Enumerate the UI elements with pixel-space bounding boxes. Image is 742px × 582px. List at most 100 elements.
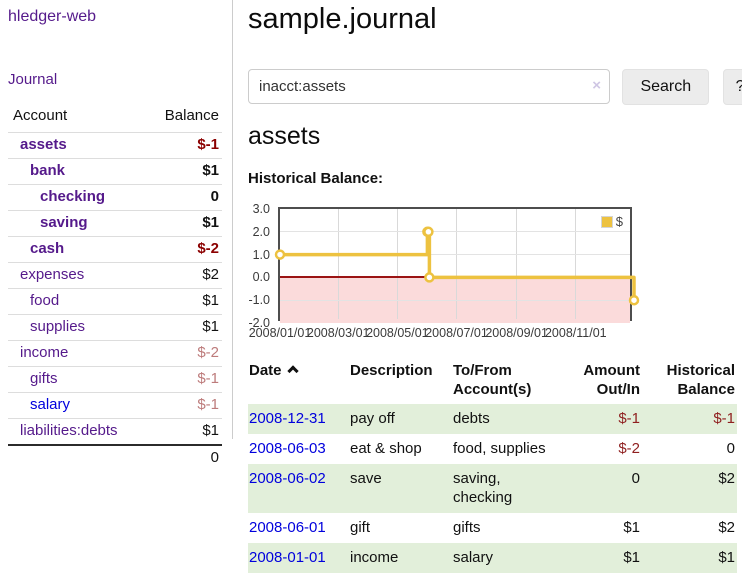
date-cell: 2008-06-02 (248, 464, 345, 513)
transaction-date-link[interactable]: 2008-06-02 (249, 470, 326, 487)
account-balance: 0 (148, 184, 222, 211)
y-axis-tick-label: -1.0 (248, 293, 270, 308)
vertical-gridline (575, 209, 577, 319)
account-link-checking[interactable]: checking (40, 188, 106, 205)
accounts-column-header: To/From Account(s) (453, 362, 532, 398)
vertical-gridline (516, 209, 518, 319)
clear-search-icon[interactable]: × (592, 77, 601, 94)
transaction-date-link[interactable]: 2008-06-03 (249, 440, 326, 457)
sidebar: hledger-web Journal Account Balance asse… (0, 0, 233, 471)
balance-line-series (274, 226, 640, 306)
account-balance: $-2 (148, 236, 222, 263)
account-link-cash[interactable]: cash (30, 240, 65, 257)
account-cell: assets (8, 132, 149, 159)
transaction-date-link[interactable]: 2008-06-01 (249, 519, 326, 536)
account-cell: supplies (8, 314, 149, 341)
horizontal-gridline (280, 231, 630, 233)
accounts-cell: food, supplies (453, 440, 546, 457)
accounts-table-header-row: Account Balance (8, 100, 222, 133)
vertical-gridline (337, 209, 339, 319)
account-row: cash $-2 (8, 236, 222, 263)
accounts-cell: debts (453, 410, 490, 427)
amount-cell: $-2 (618, 440, 640, 457)
account-link-expenses[interactable]: expenses (20, 266, 85, 283)
description-column-header: Description (350, 362, 433, 379)
x-axis-tick-label: 2008/07/01 (425, 326, 488, 340)
accounts-cell: gifts (453, 519, 481, 536)
help-button[interactable]: ? (722, 69, 742, 105)
account-link-salary[interactable]: salary (30, 396, 71, 413)
accounts-cell: saving, checking (453, 470, 513, 506)
transaction-date-link[interactable]: 2008-12-31 (249, 410, 326, 427)
account-row: food $1 (8, 288, 222, 315)
data-point (628, 294, 640, 306)
account-balance: $-2 (148, 340, 222, 367)
total-spacer (8, 444, 149, 471)
accounts-table: Account Balance assets $-1 bank $1 checking 0… (8, 100, 222, 471)
account-row: gifts $-1 (8, 366, 222, 393)
total-balance: 0 (148, 444, 222, 471)
x-axis-tick-label: 2008/09/01 (485, 326, 548, 340)
account-balance: $1 (148, 210, 222, 237)
account-row: income $-2 (8, 340, 222, 367)
description-cell: eat & shop (350, 440, 422, 457)
balance-cell: $1 (718, 549, 735, 566)
account-row: expenses $2 (8, 262, 222, 289)
account-link-supplies[interactable]: supplies (30, 318, 86, 335)
account-row: assets $-1 (8, 132, 222, 159)
data-point (424, 272, 435, 283)
account-link-gifts[interactable]: gifts (30, 370, 58, 387)
search-button[interactable]: Search (622, 69, 710, 105)
transaction-row: 2008-06-02 save saving, checking 0 $2 (248, 464, 737, 513)
y-axis-tick-label: 3.0 (252, 202, 270, 216)
amount-column-header: Amount Out/In (583, 362, 640, 398)
sidebar-item-journal[interactable]: Journal (8, 71, 58, 88)
account-row: salary $-1 (8, 392, 222, 419)
account-row: bank $1 (8, 158, 222, 185)
sort-ascending-icon (286, 365, 299, 377)
account-cell: gifts (8, 366, 149, 393)
transaction-date-link[interactable]: 2008-01-01 (249, 549, 326, 566)
account-link-income[interactable]: income (20, 344, 69, 361)
y-axis-tick-label: 0.0 (252, 270, 270, 285)
register-header-row: Date Description To/From Account(s) Amou… (248, 358, 737, 404)
balance-column-header-register: Historical Balance (666, 362, 735, 398)
balance-cell: $2 (718, 470, 735, 487)
balance-cell: 0 (726, 440, 735, 457)
register-table: Date Description To/From Account(s) Amou… (248, 358, 737, 573)
account-link-assets[interactable]: assets (20, 136, 67, 153)
date-column-header[interactable]: Date (248, 358, 345, 404)
page-title: sample.journal (248, 3, 437, 35)
date-cell: 2008-01-01 (248, 543, 345, 573)
description-cell: pay off (350, 410, 395, 427)
search-input-wrapper: × (248, 69, 610, 104)
data-point (423, 226, 434, 238)
account-row: saving $1 (8, 210, 222, 237)
account-cell: income (8, 340, 149, 367)
description-cell: income (350, 549, 399, 566)
x-axis-tick-label: 2008/11/01 (544, 326, 607, 340)
app-brand-link[interactable]: hledger-web (8, 8, 97, 25)
register-table-body: 2008-12-31 pay off debts $-1 $-1 2008-06-03 ea… (248, 404, 737, 573)
account-cell: checking (8, 184, 149, 211)
account-cell: saving (8, 210, 149, 237)
amount-cell: $1 (623, 549, 640, 566)
transaction-row: 2008-12-31 pay off debts $-1 $-1 (248, 404, 737, 434)
account-link-liabilities-debts[interactable]: liabilities:debts (20, 422, 118, 439)
description-cell: save (350, 470, 382, 487)
date-cell: 2008-06-01 (248, 513, 345, 543)
account-balance: $1 (148, 158, 222, 185)
account-link-saving[interactable]: saving (40, 214, 88, 231)
account-cell: bank (8, 158, 149, 185)
account-cell: food (8, 288, 149, 315)
date-cell: 2008-12-31 (248, 404, 345, 434)
historical-balance-label: Historical Balance: (248, 170, 384, 187)
account-balance: $-1 (148, 392, 222, 419)
x-axis-tick-label: 2008/01/01 (248, 326, 312, 340)
search-input[interactable] (248, 69, 610, 104)
account-link-food[interactable]: food (30, 292, 60, 309)
main-content: sample.journal × Search ? assets Histori… (248, 0, 742, 582)
transaction-row: 2008-01-01 income salary $1 $1 (248, 543, 737, 573)
account-link-bank[interactable]: bank (30, 162, 66, 179)
account-balance: $1 (148, 288, 222, 315)
